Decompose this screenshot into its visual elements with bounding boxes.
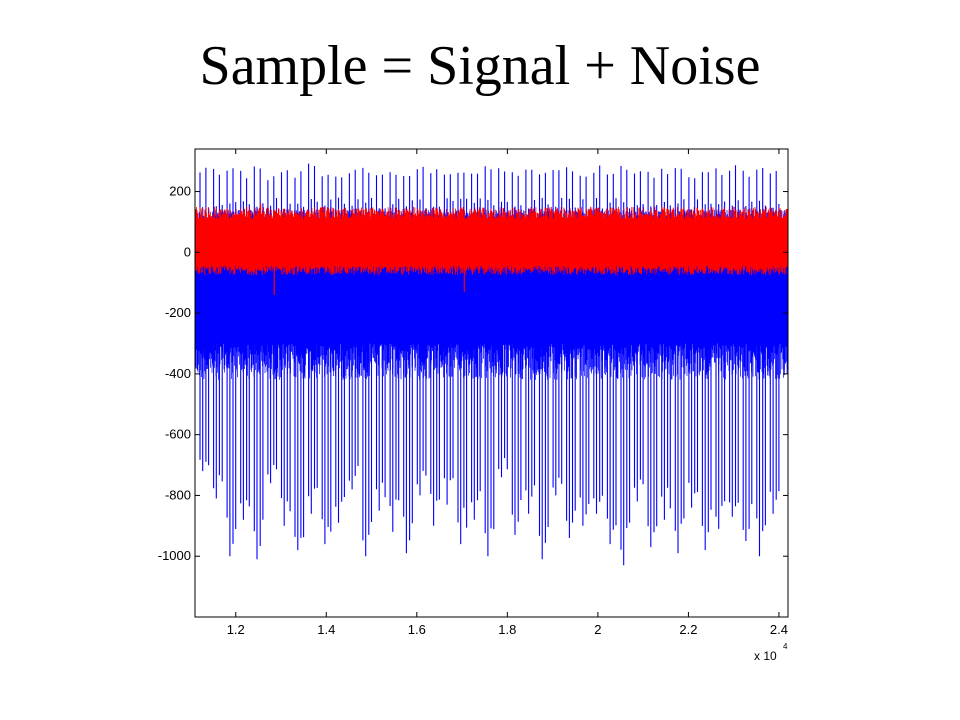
x-tick-label: 1.2 bbox=[227, 622, 245, 637]
y-tick-label: 0 bbox=[184, 244, 191, 259]
y-tick-label: -400 bbox=[165, 366, 191, 381]
plot-clip-group bbox=[195, 163, 788, 566]
axes-box bbox=[194, 148, 789, 618]
x-tick-label: 2.4 bbox=[770, 622, 788, 637]
y-tick-label: 200 bbox=[169, 184, 191, 199]
x-tick-label: 1.4 bbox=[317, 622, 335, 637]
x-tick-label: 1.8 bbox=[498, 622, 516, 637]
y-tick-label: -600 bbox=[165, 427, 191, 442]
x-tick-label: 2.2 bbox=[679, 622, 697, 637]
y-tick-label: -1000 bbox=[158, 548, 191, 563]
series-layer bbox=[195, 163, 788, 566]
y-tick-label: -200 bbox=[165, 305, 191, 320]
y-tick-label: -800 bbox=[165, 487, 191, 502]
x-multiplier-label: x 10 bbox=[754, 649, 777, 663]
x-tick-label: 2 bbox=[594, 622, 601, 637]
slide-title: Sample = Signal + Noise bbox=[199, 35, 761, 97]
x-tick-label: 1.6 bbox=[408, 622, 426, 637]
y-axis: 200 0 -200 -400 -600 -800 -1000 bbox=[158, 184, 788, 563]
x-axis: 1.2 1.4 1.6 1.8 2 2.2 2.4 bbox=[227, 149, 788, 637]
x-multiplier-exponent: 4 bbox=[783, 642, 788, 651]
